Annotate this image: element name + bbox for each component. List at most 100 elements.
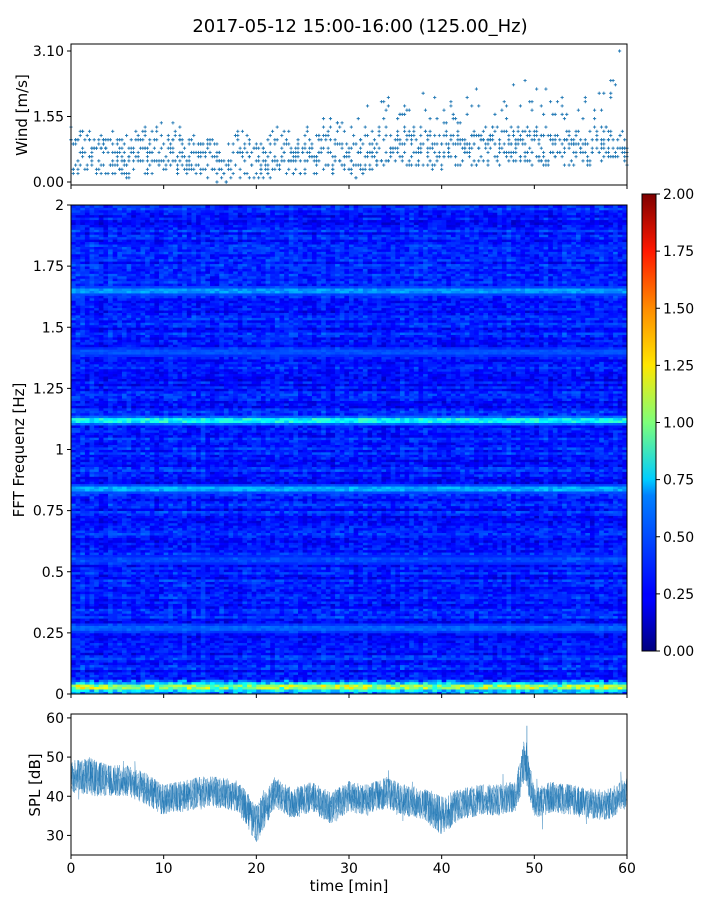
spectrogram-cell	[136, 542, 141, 545]
wind-point	[584, 96, 587, 99]
spectrogram-cell	[94, 327, 99, 330]
spectrogram-cell	[99, 530, 104, 533]
spectrogram-cell	[80, 251, 85, 254]
wind-point	[213, 168, 216, 171]
wind-point	[405, 138, 408, 141]
spectrogram-cell	[94, 339, 99, 342]
spectrogram-cell	[85, 300, 90, 303]
spectrogram-cell	[71, 315, 76, 318]
wind-point	[127, 176, 130, 179]
spectrogram-cell	[99, 423, 104, 426]
spectrogram-cell	[85, 315, 90, 318]
spectrogram-cell	[94, 533, 99, 536]
spectrogram-cell	[145, 237, 150, 240]
spectrogram-cell	[76, 217, 81, 220]
spectrogram-cell	[85, 244, 90, 247]
spectrogram-cell	[136, 684, 141, 687]
spectrogram-cell	[103, 308, 108, 311]
spectrogram-cell	[99, 506, 104, 509]
spectrogram-cell	[141, 489, 146, 492]
spectrogram-cell	[141, 423, 146, 426]
spectrogram-cell	[117, 320, 122, 323]
wind-point	[185, 172, 188, 175]
spectrogram-cell	[103, 618, 108, 621]
spectrogram-cell	[141, 440, 146, 443]
spectrogram-cell	[108, 616, 113, 619]
spectrogram-cell	[150, 501, 155, 504]
spectrogram-cell	[145, 256, 150, 259]
spectrogram-cell	[127, 611, 132, 614]
spectrogram-cell	[71, 278, 76, 281]
spectrogram-cell	[90, 405, 95, 408]
spectrogram-cell	[136, 386, 141, 389]
spectrogram-cell	[154, 567, 159, 570]
spectrogram-cell	[108, 501, 113, 504]
spectrogram-cell	[150, 513, 155, 516]
spectrogram-cell	[103, 403, 108, 406]
spectrogram-cell	[103, 523, 108, 526]
spectrogram-cell	[108, 650, 113, 653]
spectrogram-cell	[131, 613, 136, 616]
spectrogram-cell	[108, 481, 113, 484]
spectrogram-cell	[80, 518, 85, 521]
spectrogram-cell	[159, 582, 164, 585]
spectrogram-cell	[76, 516, 81, 519]
spectrogram-cell	[154, 217, 159, 220]
spectrogram-cell	[94, 525, 99, 528]
spectrogram-cell	[80, 305, 85, 308]
wind-point	[426, 155, 429, 158]
spectrogram-cell	[127, 511, 132, 514]
spectrogram-cell	[108, 533, 113, 536]
spectrogram-cell	[103, 256, 108, 259]
spectrogram-cell	[113, 403, 118, 406]
wind-point	[378, 125, 381, 128]
spectrogram-cell	[136, 254, 141, 257]
spectrogram-cell	[136, 320, 141, 323]
spectrogram-cell	[99, 450, 104, 453]
spectrogram-cell	[113, 684, 118, 687]
spectrogram-cell	[113, 266, 118, 269]
spectrogram-cell	[80, 596, 85, 599]
spectrogram-cell	[131, 227, 136, 230]
spectrogram-cell	[131, 315, 136, 318]
spectrogram-cell	[154, 388, 159, 391]
spectrogram-cell	[150, 496, 155, 499]
spectrogram-cell	[90, 435, 95, 438]
spectrogram-cell	[108, 342, 113, 345]
spectrogram-cell	[90, 278, 95, 281]
spectrogram-cell	[108, 222, 113, 225]
spectrogram-cell	[99, 359, 104, 362]
spectrogram-cell	[113, 410, 118, 413]
spectrogram-cells	[71, 205, 627, 694]
wind-point	[561, 96, 564, 99]
spectrogram-cell	[136, 425, 141, 428]
spectrogram-cell	[122, 584, 127, 587]
spectrogram-cell	[94, 300, 99, 303]
spectrogram-cell	[94, 364, 99, 367]
spectrogram-cell	[80, 630, 85, 633]
spectrogram-cell	[103, 298, 108, 301]
spectrogram-cell	[154, 435, 159, 438]
spectrogram-cell	[103, 359, 108, 362]
wind-point	[310, 147, 313, 150]
spectrogram-cell	[150, 611, 155, 614]
wind-point	[514, 151, 517, 154]
spectrogram-cell	[103, 489, 108, 492]
spectrogram-cell	[159, 574, 164, 577]
spectrogram-cell	[108, 550, 113, 553]
spectrogram-cell	[136, 278, 141, 281]
spectrogram-cell	[108, 562, 113, 565]
spectrogram-cell	[90, 423, 95, 426]
spectrogram-cell	[113, 687, 118, 690]
spectrogram-cell	[113, 520, 118, 523]
spectrogram-cell	[131, 572, 136, 575]
spectrogram-cell	[113, 464, 118, 467]
spectrogram-cell	[117, 530, 122, 533]
spectrogram-cell	[71, 508, 76, 511]
spectrogram-cell	[90, 286, 95, 289]
spectrogram-cell	[90, 415, 95, 418]
spectrogram-cell	[117, 293, 122, 296]
spectrogram-cell	[90, 633, 95, 636]
spectrogram-cell	[80, 283, 85, 286]
spectrogram-cell	[136, 640, 141, 643]
